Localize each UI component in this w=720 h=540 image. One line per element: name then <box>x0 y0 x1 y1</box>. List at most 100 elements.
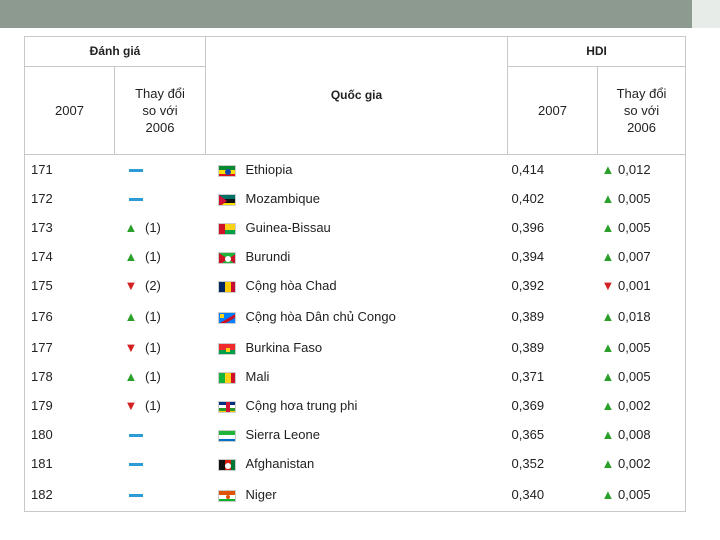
rank-value: 179 <box>31 398 53 413</box>
hdi-change-cell: ▲ 0,002 <box>597 391 687 420</box>
rank-change-header: Thay đổi so với 2006 <box>113 66 207 155</box>
hdi-change-cell: ▲ 0,012 <box>597 154 687 184</box>
up-triangle-icon: ▲ <box>601 456 615 471</box>
up-triangle-icon: ▲ <box>601 369 615 384</box>
country-cell: Niger <box>205 478 508 512</box>
country-name: Niger <box>245 487 277 502</box>
country-cell: Ethiopia <box>206 155 508 185</box>
up-triangle-icon: ▲ <box>124 249 138 264</box>
hdi-change-header: Thay đổi so với 2006 <box>597 66 687 155</box>
country-name: Ethiopia <box>245 162 293 177</box>
hdi-2007-header: 2007 <box>507 66 599 155</box>
up-triangle-icon: ▲ <box>124 369 138 384</box>
hdi-value: 0,340 <box>511 487 545 502</box>
hdi-cell: 0,402 <box>508 184 598 213</box>
burundi-flag-icon <box>217 251 236 264</box>
hdi-change-value: 0,005 <box>618 369 651 384</box>
rank-change-cell <box>115 184 206 213</box>
country-cell: Cộng hòa Dân chủ Congo <box>206 300 508 333</box>
hdi-change-cell: ▲ 0,005 <box>597 362 687 391</box>
rank-value: 173 <box>31 220 53 235</box>
afghanistan-flag-icon <box>217 458 236 471</box>
hdi-value: 0,402 <box>511 191 545 206</box>
rank-cell: 177 <box>24 333 115 362</box>
country-name: Cộng hòa Dân chủ Congo <box>245 309 396 324</box>
mozambique-flag-icon <box>217 193 236 206</box>
no-change-icon <box>128 198 143 202</box>
hdi-change-cell: ▲ 0,008 <box>597 420 687 449</box>
top-bar-accent <box>692 0 720 28</box>
hdi-change-value: 0,007 <box>618 249 651 264</box>
table-row: 179 ▼ (1) Cộng hơa trung phi 0,369 ▲ 0,002 <box>24 391 687 420</box>
hdi-group-header: HDI <box>507 36 687 67</box>
rank-cell: 176 <box>24 300 115 333</box>
rank-value: 175 <box>31 278 53 293</box>
hdi-change-value: 0,002 <box>618 398 651 413</box>
rank-change-cell: ▲ (1) <box>115 242 206 271</box>
up-triangle-icon: ▲ <box>601 220 615 235</box>
hdi-change-value: 0,008 <box>618 427 651 442</box>
rank-value: 182 <box>31 487 53 502</box>
no-change-icon <box>128 434 143 438</box>
hdi-change-value: 0,012 <box>618 162 651 177</box>
up-triangle-icon: ▲ <box>601 487 615 502</box>
chad-flag-icon <box>217 280 236 293</box>
rank-cell: 173 <box>24 213 115 242</box>
burkina-faso-flag-icon <box>217 342 236 355</box>
country-header: Quốc gia <box>205 36 509 155</box>
rank-cell: 178 <box>24 362 115 391</box>
niger-flag-icon <box>217 489 236 502</box>
rank-cell: 181 <box>24 449 115 478</box>
central-african-republic-flag-icon <box>217 400 236 413</box>
rank-change-value: (1) <box>145 249 161 264</box>
ethiopia-flag-icon <box>217 164 236 177</box>
rank-value: 181 <box>31 456 53 471</box>
rank-cell: 175 <box>24 271 115 300</box>
hdi-value: 0,392 <box>511 278 545 293</box>
hdi-change-cell: ▲ 0,007 <box>597 242 687 271</box>
no-change-icon <box>128 494 143 498</box>
hdi-change-value: 0,005 <box>618 220 651 235</box>
rank-cell: 179 <box>24 391 115 420</box>
rank-change-value: (2) <box>145 278 161 293</box>
hdi-cell: 0,394 <box>508 242 598 271</box>
hdi-change-value: 0,018 <box>618 309 651 324</box>
hdi-value: 0,389 <box>511 340 545 355</box>
rank-value: 176 <box>31 309 53 324</box>
hdi-value: 0,371 <box>511 369 545 384</box>
hdi-change-value: 0,001 <box>618 278 651 293</box>
country-cell: Guinea-Bissau <box>206 213 508 242</box>
table-row: 182 Niger 0,340 ▲ 0,005 <box>24 478 687 512</box>
rank-2007-header: 2007 <box>24 66 115 155</box>
rank-change-cell: ▲ (1) <box>115 213 206 242</box>
country-name: Sierra Leone <box>245 427 320 442</box>
hdi-change-value: 0,005 <box>618 487 651 502</box>
up-triangle-icon: ▲ <box>601 309 615 324</box>
rank-change-cell: ▲ (1) <box>115 362 206 391</box>
country-name: Burkina Faso <box>245 340 323 355</box>
down-triangle-icon: ▼ <box>124 278 138 293</box>
rank-change-value: (1) <box>145 398 161 413</box>
mali-flag-icon <box>217 371 236 384</box>
table-row: 181 Afghanistan 0,352 ▲ 0,002 <box>24 449 687 478</box>
hdi-change-cell: ▲ 0,002 <box>597 449 687 478</box>
hdi-cell: 0,389 <box>508 333 598 362</box>
rank-cell: 182 <box>24 478 115 512</box>
country-cell: Cộng hòa Chad <box>206 271 508 300</box>
hdi-cell: 0,352 <box>508 449 598 478</box>
hdi-cell: 0,369 <box>508 391 598 420</box>
rank-change-cell: ▼ (1) <box>115 391 206 420</box>
country-name: Mali <box>245 369 270 384</box>
guinea-bissau-flag-icon <box>217 222 236 235</box>
rank-change-cell <box>115 155 206 185</box>
hdi-change-cell: ▲ 0,005 <box>597 184 687 213</box>
country-name: Burundi <box>245 249 291 264</box>
up-triangle-icon: ▲ <box>124 220 138 235</box>
country-cell: Burkina Faso <box>206 333 508 362</box>
country-name: Cộng hòa Chad <box>245 278 337 293</box>
no-change-icon <box>128 169 143 173</box>
rank-change-cell <box>114 478 206 512</box>
hdi-change-cell: ▲ 0,005 <box>597 333 687 362</box>
rank-group-header: Đánh giá <box>23 36 207 67</box>
country-name: Afghanistan <box>245 456 315 471</box>
